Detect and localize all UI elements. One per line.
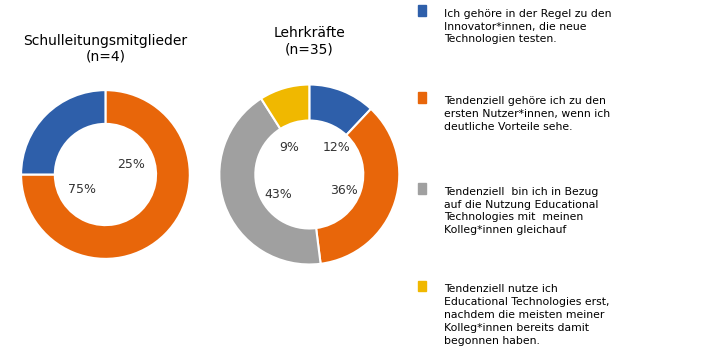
Bar [418, 5, 426, 16]
Bar [418, 183, 426, 194]
Text: 25%: 25% [117, 158, 145, 171]
Wedge shape [316, 109, 399, 264]
Wedge shape [219, 98, 321, 265]
Wedge shape [21, 90, 190, 259]
Wedge shape [261, 84, 309, 129]
Wedge shape [309, 84, 371, 135]
Text: Tendenziell nutze ich
Educational Technologies erst,
nachdem die meisten meiner
: Tendenziell nutze ich Educational Techno… [444, 284, 609, 346]
Title: Schulleitungsmitglieder
(n=4): Schulleitungsmitglieder (n=4) [23, 34, 188, 64]
Text: 36%: 36% [330, 184, 357, 197]
Text: Tendenziell  bin ich in Bezug
auf die Nutzung Educational
Technologies mit  mein: Tendenziell bin ich in Bezug auf die Nut… [444, 187, 598, 235]
Text: Ich gehöre in der Regel zu den
Innovator*innen, die neue
Technologien testen.: Ich gehöre in der Regel zu den Innovator… [444, 9, 611, 44]
Bar [418, 92, 426, 103]
Text: 75%: 75% [67, 183, 96, 196]
Bar [418, 281, 426, 291]
Text: 12%: 12% [323, 141, 350, 154]
Text: 43%: 43% [264, 188, 292, 201]
Text: 9%: 9% [280, 141, 299, 154]
Title: Lehrkräfte
(n=35): Lehrkräfte (n=35) [273, 27, 345, 57]
Wedge shape [21, 90, 105, 174]
Text: Tendenziell gehöre ich zu den
ersten Nutzer*innen, wenn ich
deutliche Vorteile s: Tendenziell gehöre ich zu den ersten Nut… [444, 96, 610, 132]
